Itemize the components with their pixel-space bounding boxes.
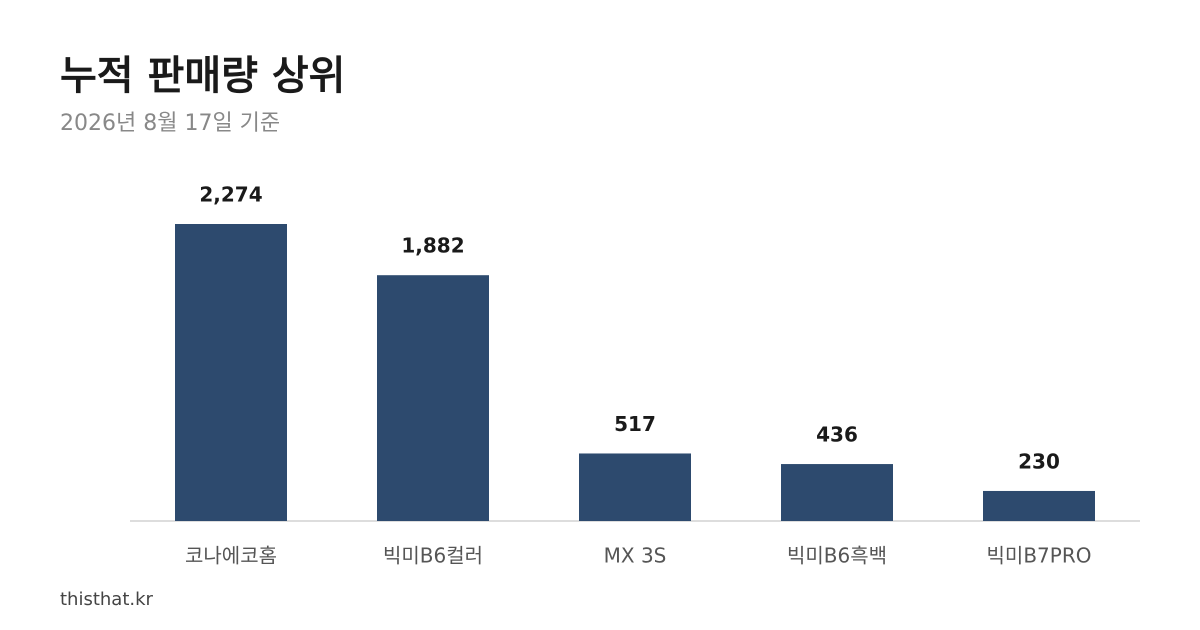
source: thisthat.kr [60, 589, 154, 610]
x-tick-label: 코나에코홈 [185, 544, 277, 568]
chart-title: 누적 판매량 상위 [60, 53, 345, 99]
bar [377, 275, 489, 521]
value-label: 517 [614, 412, 656, 436]
bar [175, 224, 287, 521]
x-tick-label: 빅미B7PRO [987, 544, 1092, 568]
x-tick-label: MX 3S [604, 544, 667, 568]
x-tick-label: 빅미B6컬러 [383, 544, 483, 568]
value-label: 230 [1018, 449, 1060, 473]
value-label: 1,882 [401, 234, 464, 258]
value-label: 2,274 [199, 183, 262, 207]
bar [579, 453, 691, 521]
bar [781, 464, 893, 521]
bar [983, 490, 1095, 521]
value-label: 436 [816, 423, 858, 447]
x-tick-label: 빅미B6흑백 [787, 544, 887, 568]
chart-subtitle: 2026년 8월 17일 기준 [60, 111, 280, 136]
